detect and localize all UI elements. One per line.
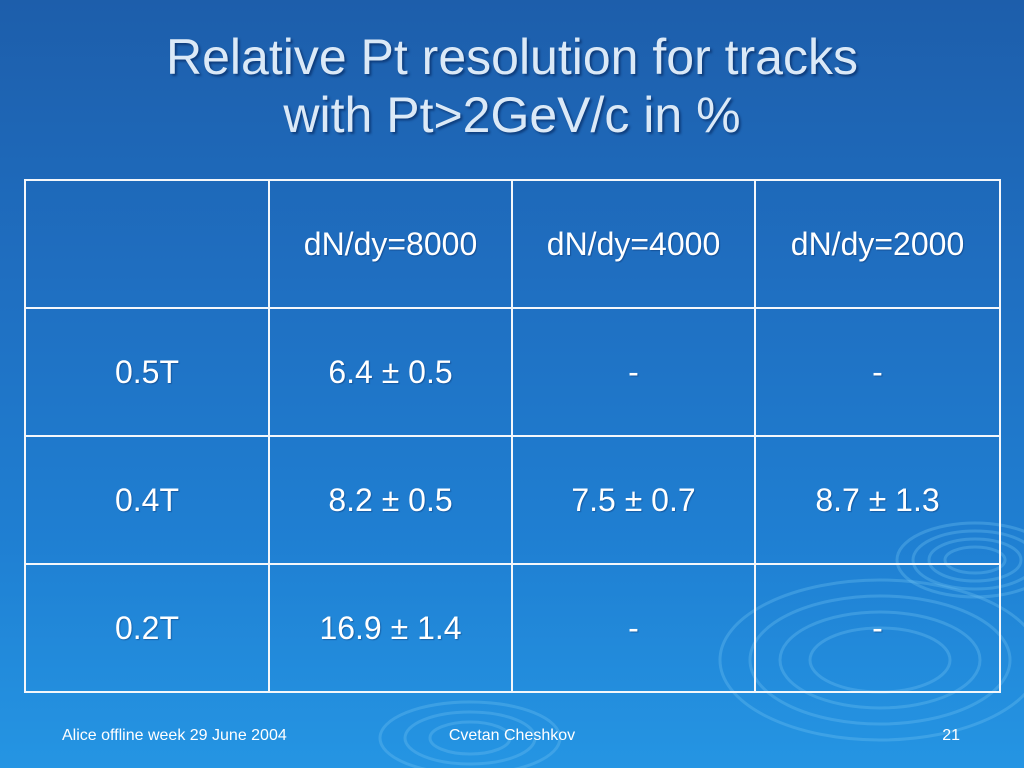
slide-title-line-2: with Pt>2GeV/c in % — [283, 87, 741, 143]
table-cell: 7.5 ± 0.7 — [511, 435, 756, 565]
slide-title: Relative Pt resolution for tracks with P… — [0, 28, 1024, 144]
column-header: dN/dy=8000 — [268, 179, 513, 309]
footer-event: Alice offline week 29 June 2004 — [62, 727, 287, 744]
table-corner-cell — [24, 179, 270, 309]
table-row: 0.4T 8.2 ± 0.5 7.5 ± 0.7 8.7 ± 1.3 — [24, 435, 1001, 565]
table-cell: - — [754, 563, 1001, 693]
table-cell: - — [511, 563, 756, 693]
table-header-row: dN/dy=8000 dN/dy=4000 dN/dy=2000 — [24, 179, 1001, 309]
column-header: dN/dy=2000 — [754, 179, 1001, 309]
table-cell: 16.9 ± 1.4 — [268, 563, 513, 693]
column-header: dN/dy=4000 — [511, 179, 756, 309]
table-cell: - — [754, 307, 1001, 437]
footer-author: Cvetan Cheshkov — [448, 727, 576, 744]
table-row: 0.2T 16.9 ± 1.4 - - — [24, 563, 1001, 693]
row-label: 0.4T — [24, 435, 270, 565]
slide-number: 21 — [942, 727, 960, 744]
table-cell: 8.2 ± 0.5 — [268, 435, 513, 565]
row-label: 0.2T — [24, 563, 270, 693]
slide-title-line-1: Relative Pt resolution for tracks — [166, 29, 858, 85]
table-cell: 6.4 ± 0.5 — [268, 307, 513, 437]
table-cell: 8.7 ± 1.3 — [754, 435, 1001, 565]
resolution-table: dN/dy=8000 dN/dy=4000 dN/dy=2000 0.5T 6.… — [24, 179, 1001, 693]
table-cell: - — [511, 307, 756, 437]
table-row: 0.5T 6.4 ± 0.5 - - — [24, 307, 1001, 437]
row-label: 0.5T — [24, 307, 270, 437]
